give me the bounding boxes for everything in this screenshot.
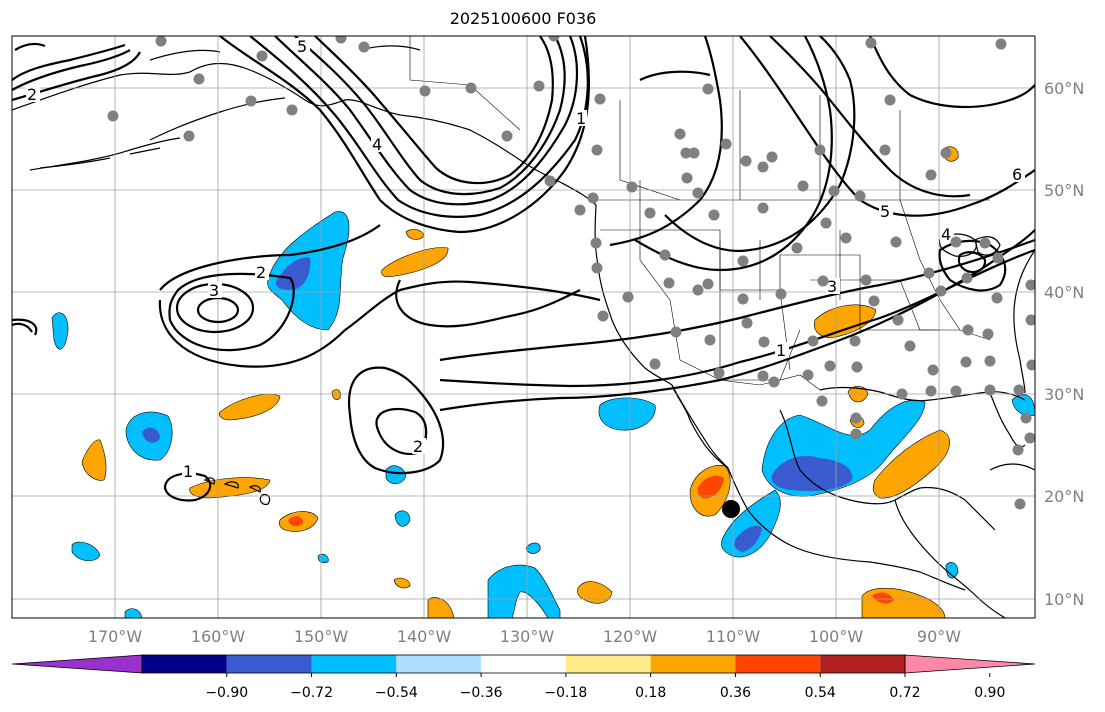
colorbar-tick-label: −0.54: [375, 685, 418, 701]
contour-label: 3: [209, 281, 219, 300]
colorbar-tick-label: 0.90: [974, 685, 1005, 701]
colorbar-tick-label: 0.36: [720, 685, 751, 701]
colorbar-frame: [141, 654, 906, 674]
colorbar-bin: [481, 655, 566, 673]
coastlines: [12, 45, 1035, 618]
latitude-label: 30°N: [1044, 385, 1084, 404]
colorbar-tick-label: −0.18: [544, 685, 587, 701]
contour-label: 4: [372, 135, 382, 154]
colorbar-bin: [565, 655, 651, 673]
negative-patch: [317, 553, 329, 564]
longitude-label: 160°W: [191, 627, 246, 646]
location-marker: [722, 500, 740, 518]
contour-label-group: 5 4 3 2 1 5 6 3 2 1 1 2 4: [26, 37, 1025, 481]
longitude-label: 110°W: [706, 627, 761, 646]
colorbar-tick-label: 0.54: [805, 685, 836, 701]
negative-patch: [71, 541, 101, 561]
colorbar-tick-label: 0.72: [889, 685, 920, 701]
positive-patch: [219, 393, 281, 421]
colorbar-bin: [820, 655, 905, 673]
latitude-label: 50°N: [1044, 181, 1084, 200]
contour-label: 3: [827, 277, 837, 296]
longitude-label: 130°W: [500, 627, 555, 646]
contour-label: 2: [256, 263, 266, 282]
colorbar-tick-label: −0.90: [205, 685, 248, 701]
negative-core: [275, 257, 311, 290]
contour-label: 5: [297, 37, 307, 56]
positive-patch: [872, 429, 950, 499]
longitude-label: 100°W: [809, 627, 864, 646]
latitude-label: 10°N: [1044, 590, 1084, 609]
negative-patch: [124, 608, 143, 618]
contour-label: 1: [776, 341, 786, 360]
negative-core: [142, 427, 160, 443]
colorbar: −0.90 −0.72 −0.54 −0.36 −0.18 0.18 0.36 0.54 0.7…: [11, 654, 1036, 701]
positive-patch: [393, 577, 411, 589]
longitude-label: 140°W: [397, 627, 452, 646]
colorbar-bin: [396, 655, 482, 673]
colorbar-tick-label: 0.18: [635, 685, 666, 701]
colorbar-tick-label: −0.36: [460, 685, 503, 701]
colorbar-bin: [226, 655, 312, 673]
negative-core: [771, 455, 853, 491]
positive-core: [697, 475, 724, 499]
colorbar-bin: [311, 655, 397, 673]
negative-patch: [385, 465, 407, 485]
contour-label: 5: [880, 202, 890, 221]
contour-label: 1: [576, 109, 586, 128]
negative-patch: [945, 562, 959, 579]
longitude-label: 90°W: [917, 627, 961, 646]
positive-patch: [577, 581, 613, 604]
graticule: [12, 36, 1035, 618]
contour-label: 4: [941, 225, 951, 244]
contour-label: 2: [27, 85, 37, 104]
map-frame: [11, 35, 1036, 619]
colorbar-extend-high: [904, 654, 1036, 674]
positive-patch: [427, 597, 455, 618]
colorbar-extend-low: [11, 654, 143, 674]
latitude-label: 40°N: [1044, 283, 1084, 302]
colorbar-bin: [650, 655, 736, 673]
positive-patch: [81, 439, 107, 481]
latitude-label: 60°N: [1044, 79, 1084, 98]
negative-patch: [487, 564, 561, 618]
map-background: [12, 36, 1035, 618]
longitude-label: 120°W: [603, 627, 658, 646]
negative-patch: [525, 542, 541, 554]
positive-patch: [813, 304, 877, 339]
colorbar-bin: [142, 655, 227, 673]
negative-patch: [51, 312, 69, 350]
contour-label: 6: [1012, 165, 1022, 184]
contour-label: 1: [183, 462, 193, 481]
shaded-fields: [51, 146, 1035, 618]
longitude-label: 150°W: [294, 627, 349, 646]
colorbar-tick-label: −0.72: [290, 685, 333, 701]
negative-core: [734, 525, 762, 552]
positive-core: [872, 592, 894, 604]
contour-label: 2: [413, 437, 423, 456]
latitude-axis: 60°N 50°N 40°N 30°N 20°N 10°N: [1044, 79, 1084, 609]
longitude-label: 170°W: [88, 627, 143, 646]
positive-patch: [331, 389, 341, 400]
colorbar-bin: [735, 655, 821, 673]
station-dots: [107, 36, 1035, 510]
negative-patch: [394, 510, 411, 527]
positive-patch: [381, 247, 449, 278]
longitude-axis: 170°W 160°W 150°W 140°W 130°W 120°W 110°…: [88, 627, 961, 646]
positive-core: [288, 516, 303, 527]
negative-patch: [598, 397, 656, 431]
map-title: 2025100600 F036: [449, 9, 597, 28]
latitude-label: 20°N: [1044, 487, 1084, 506]
